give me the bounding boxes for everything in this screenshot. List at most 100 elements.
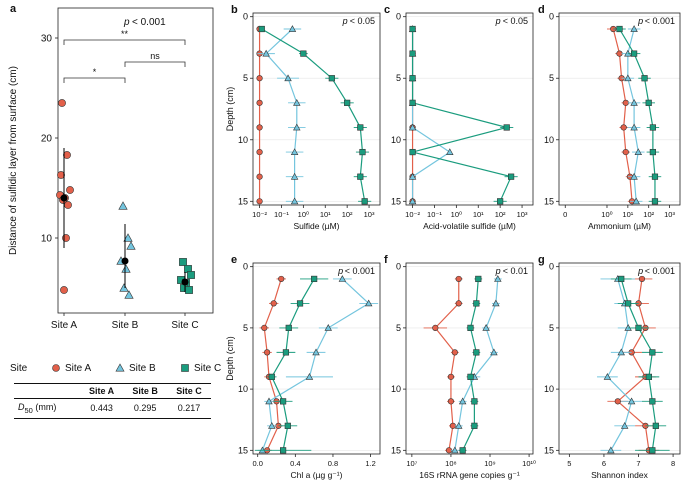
table-cell-site-a: 0.443	[79, 398, 124, 419]
panel-e-point	[296, 300, 304, 307]
panel-b-point	[256, 173, 263, 180]
panel-g-point	[638, 275, 646, 283]
table-header-site-c: Site C	[167, 383, 211, 399]
panel-c-series-line	[411, 29, 512, 202]
panel-c-pvalue: < 0.05	[503, 16, 528, 26]
panel-a-point	[58, 99, 66, 107]
panel-e-xtick-label: 0.8	[328, 459, 338, 468]
panel-c-xtick-label: 10¹	[473, 210, 484, 219]
panel-f-point	[482, 324, 490, 331]
panel-e-point	[261, 324, 268, 331]
panel-g-series-line	[620, 278, 657, 451]
panel-e-point	[280, 398, 287, 405]
panel-d-ytick-label: 0	[549, 12, 554, 22]
panel-e-point	[312, 348, 320, 356]
panel-d-ytick-label: 15	[544, 196, 554, 206]
panel-g-point	[603, 373, 612, 380]
panel-a-point	[64, 201, 72, 209]
panel-f-point	[447, 373, 455, 380]
panel-c-frame	[405, 12, 534, 206]
panel-f-series-line	[462, 278, 479, 451]
table-header-blank	[14, 383, 80, 399]
panel-c-xtick-label: 10⁻²	[405, 210, 420, 219]
panel-b-point	[359, 148, 366, 156]
panel-b-point	[361, 198, 368, 205]
panel-c-xtick-label: 10⁻¹	[427, 210, 442, 219]
panel-a-bracket	[63, 39, 186, 45]
panel-b-point	[256, 75, 263, 82]
panel-a-mean	[121, 257, 129, 265]
panel-f-point	[475, 275, 482, 283]
panel-g-pvalue-italic: p	[637, 266, 643, 276]
panel-g-point	[645, 373, 652, 380]
panel-f-point	[451, 349, 458, 356]
panel-d-frame	[558, 12, 681, 206]
panel-c-letter: c	[384, 4, 390, 16]
panel-a-point	[121, 264, 131, 273]
panel-e-xlabel: Chl a (µg g⁻¹)	[291, 470, 343, 480]
panel-f-xtick-label: 10⁷	[406, 459, 417, 468]
legend-label: Site C	[194, 363, 221, 374]
panel-g-ytick-label: 15	[544, 445, 554, 455]
panel-e-series-line	[263, 278, 282, 451]
panel-d-point	[631, 50, 638, 57]
panel-f-xtick-label: 10⁹	[484, 459, 496, 468]
table-header-site-a: Site A	[79, 383, 124, 399]
panel-g-point	[649, 398, 656, 405]
panel-e-letter: e	[231, 254, 237, 266]
panel-a-bracket-label: **	[121, 29, 129, 39]
panel-f-point	[455, 275, 462, 283]
panel-b-point	[262, 49, 270, 57]
panel-b-pvalue: < 0.05	[350, 16, 375, 26]
panel-c-point	[409, 25, 416, 33]
panel-c-series-line	[411, 29, 451, 202]
panel-b-ytick-label: 0	[243, 12, 248, 22]
panel-b-point	[290, 148, 299, 155]
panel-f-pvalue-italic: p	[495, 266, 501, 276]
panel-c-point	[409, 99, 416, 106]
panel-a-point	[185, 286, 193, 294]
panel-f-point	[467, 373, 474, 380]
panel-a-point	[66, 186, 74, 194]
panel-c-ytick-label: 15	[391, 196, 401, 206]
panel-a-point	[60, 286, 68, 294]
panel-d-xtick-label: 10⁰	[601, 210, 612, 219]
panel-e-point	[285, 324, 292, 331]
panel-c-xtick-label: 10⁰	[451, 210, 462, 219]
panel-f-point	[471, 422, 478, 429]
panel-g-point	[649, 447, 656, 454]
panel-d-pvalue: < 0.001	[645, 16, 675, 26]
panel-d-series-line	[612, 28, 633, 202]
panel-d-letter: d	[538, 4, 545, 16]
panel-f-frame	[405, 262, 534, 455]
panel-c-point	[408, 123, 417, 131]
panel-b-ylabel: Depth (cm)	[225, 87, 235, 132]
panel-a-point	[179, 258, 187, 266]
panel-g-ytick-label: 10	[544, 384, 554, 394]
panel-f-series-line	[434, 278, 460, 451]
panel-a-point	[63, 151, 71, 159]
panel-e-pvalue-italic: p	[337, 266, 343, 276]
panel-b-point	[256, 198, 263, 205]
panel-e-point	[282, 349, 290, 356]
panel-b-series-line	[265, 28, 298, 202]
panel-e-point	[311, 275, 318, 283]
panel-g-xtick-label: 7	[636, 459, 640, 468]
panel-c-ytick-label: 0	[396, 12, 401, 22]
panel-f-point	[492, 299, 500, 307]
panel-f-point	[451, 446, 459, 454]
panel-g-xtick-label: 6	[602, 459, 606, 468]
panel-a-point	[123, 233, 133, 242]
panel-e-point	[280, 447, 287, 454]
table-cell-site-c: 0.217	[167, 398, 211, 419]
panel-g-series-line	[606, 278, 633, 451]
panel-e-point	[264, 349, 271, 356]
panel-g-frame	[558, 262, 681, 455]
panel-d-pvalue-italic: p	[637, 16, 643, 26]
panel-f-point	[467, 324, 474, 331]
panel-b-xlabel: Sulfide (µM)	[294, 221, 340, 231]
panel-a-xtick-label: Site B	[112, 320, 139, 331]
panel-e-ytick-label: 5	[243, 323, 248, 333]
panel-f-ytick-label: 5	[396, 323, 401, 333]
panel-g-point	[617, 348, 625, 356]
